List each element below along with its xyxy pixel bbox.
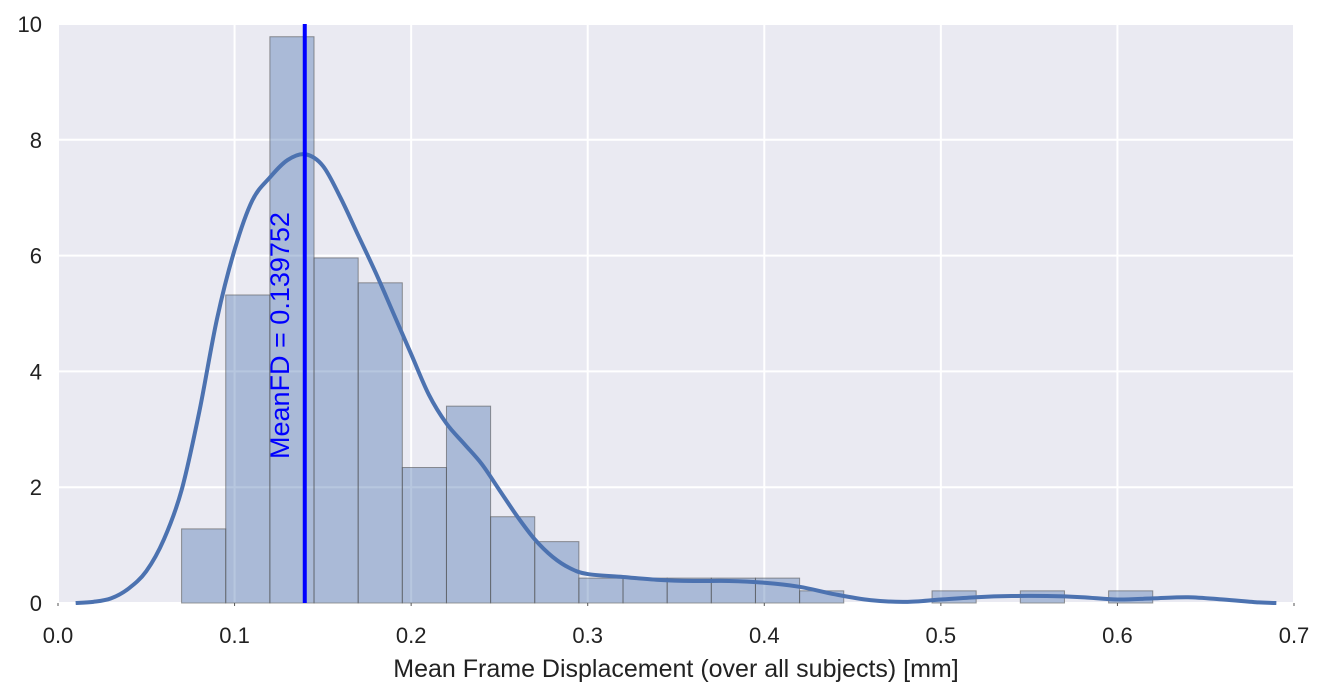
x-tick-label: 0.1	[219, 623, 250, 648]
mean-line-label: MeanFD = 0.139752	[265, 212, 295, 459]
x-tick-label: 0.7	[1279, 623, 1310, 648]
mean-line-group: MeanFD = 0.139752	[265, 24, 307, 603]
plot-background	[58, 24, 1294, 603]
histogram-bar	[357, 282, 403, 604]
y-tick-label: 6	[30, 244, 42, 269]
kde-curve-group	[75, 152, 1277, 605]
histogram-bar	[445, 405, 492, 604]
x-tick-label: 0.0	[43, 623, 74, 648]
histogram-bar	[225, 294, 271, 604]
x-tick-label: 0.4	[749, 623, 780, 648]
x-tick-label: 0.6	[1102, 623, 1133, 648]
y-tick-label: 8	[30, 128, 42, 153]
histogram-bar	[401, 467, 447, 604]
y-tick-label: 2	[30, 475, 42, 500]
y-tick-label: 10	[18, 12, 42, 37]
y-tick-label: 4	[30, 359, 42, 384]
y-tick-label: 0	[30, 591, 42, 616]
x-tick-label: 0.5	[926, 623, 957, 648]
x-tick-label: 0.3	[572, 623, 603, 648]
kde-curve	[75, 152, 1277, 605]
histogram-bar	[578, 577, 624, 604]
histogram-bar	[313, 257, 359, 604]
histogram-bar	[534, 541, 580, 604]
histogram-bar	[181, 528, 227, 604]
axis-ticks: 0.0 0.1 0.2 0.3 0.4 0.5 0.6 0.7 0 2 4 6 8 10	[18, 12, 1310, 648]
x-tick-label: 0.2	[396, 623, 427, 648]
x-axis-label: Mean Frame Displacement (over all subjec…	[393, 655, 958, 683]
